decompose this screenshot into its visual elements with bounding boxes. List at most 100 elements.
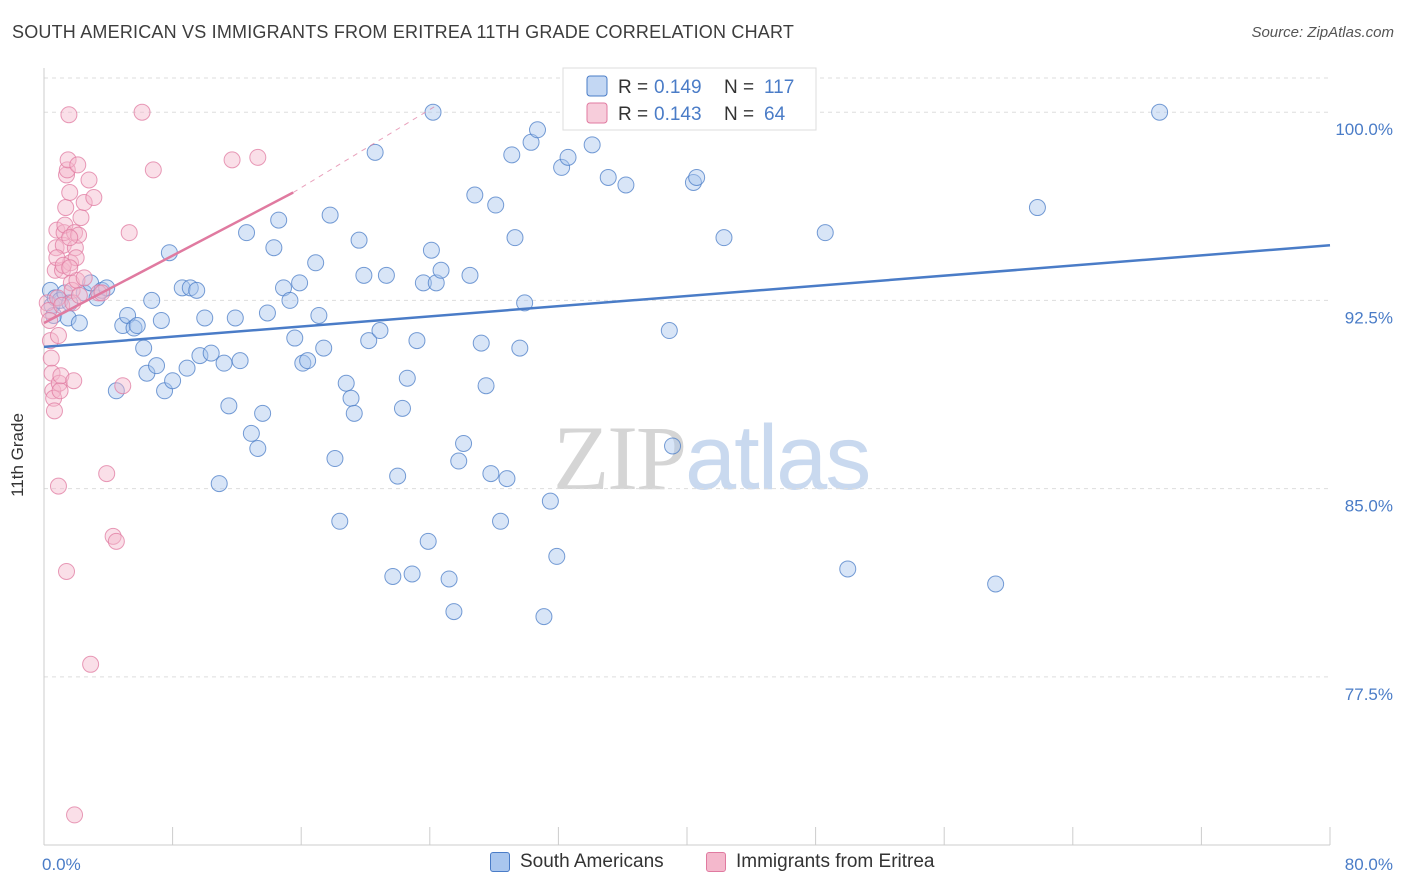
data-point-south-american [70,314,88,332]
data-point-eritrea [120,224,138,242]
legend-r-value-south-americans: 0.149 [654,77,702,98]
trend-line-extension-eritrea [292,104,439,193]
data-point-eritrea [42,349,60,367]
legend-label-south-americans: South Americans [520,851,664,872]
legend-item-eritrea[interactable]: Immigrants from Eritrea [706,851,934,873]
stats-legend: R = 0.149 N = 117 R = 0.143 N = 64 [562,67,817,131]
data-point-south-american [377,266,395,284]
data-point-south-american [482,465,500,483]
data-point-south-american [498,470,516,488]
legend-n-value-south-americans: 117 [764,77,794,98]
data-point-south-american [688,168,706,186]
data-point-south-american [684,173,702,191]
legend-r-label-2: R = [618,104,648,125]
data-point-south-american [331,512,349,530]
data-point-eritrea [82,655,100,673]
data-point-south-american [389,467,407,485]
data-point-south-american [487,196,505,214]
data-point-south-american [366,143,384,161]
data-point-south-american [503,146,521,164]
data-point-south-american [715,229,733,247]
data-point-south-american [321,206,339,224]
data-point-south-american [125,319,143,337]
data-point-eritrea [49,327,67,345]
data-point-eritrea [58,166,76,184]
data-point-south-american [135,339,153,357]
data-point-south-american [583,136,601,154]
trend-layer [43,104,1331,349]
data-point-south-american [466,186,484,204]
data-point-south-american [427,274,445,292]
legend-swatch-south-americans [586,75,608,97]
trend-line-south-americans [43,243,1331,349]
data-point-eritrea [49,477,67,495]
data-point-eritrea [75,194,93,212]
data-point-eritrea [223,151,241,169]
data-point-south-american [1028,199,1046,217]
data-point-eritrea [57,199,75,217]
data-point-south-american [350,231,368,249]
data-point-south-american [440,570,458,588]
data-point-south-american [408,332,426,350]
legend-n-value-eritrea: 64 [764,104,786,125]
data-point-south-american [529,121,547,139]
data-point-south-american [664,437,682,455]
data-point-south-american [291,274,309,292]
data-point-south-american [599,168,617,186]
legend-n-label-1: N = [724,77,754,98]
data-point-south-american [403,565,421,583]
data-point-eritrea [61,229,79,247]
data-point-south-american [310,306,328,324]
data-point-south-american [548,547,566,565]
legend-swatch-blue [490,852,510,872]
data-point-eritrea [45,402,63,420]
data-point-south-american [342,389,360,407]
legend-label-eritrea: Immigrants from Eritrea [736,851,935,872]
data-point-south-american [114,317,132,335]
grid-layer [44,77,1330,678]
data-point-south-american [987,575,1005,593]
data-point-south-american [191,347,209,365]
data-point-south-american [450,452,468,470]
data-point-south-american [371,322,389,340]
data-point-eritrea [114,377,132,395]
data-point-south-american [535,608,553,626]
chart-title: SOUTH AMERICAN VS IMMIGRANTS FROM ERITRE… [12,22,795,42]
data-point-eritrea [59,151,77,169]
data-point-south-american [472,334,490,352]
data-point-south-american [345,404,363,422]
data-point-south-american [178,359,196,377]
data-point-south-american [617,176,635,194]
data-point-eritrea [61,259,79,277]
zipatlas-watermark: ZIPatlas [553,405,871,511]
data-point-eritrea [104,527,122,545]
data-point-south-american [164,372,182,390]
data-point-south-american [299,352,317,370]
data-point-south-american [424,103,442,121]
data-point-south-american [152,311,170,329]
data-point-south-american [286,329,304,347]
data-point-eritrea [144,161,162,179]
data-point-south-american [188,281,206,299]
data-point-south-american [477,377,495,395]
data-point-south-american [393,399,411,417]
source-credit: Source: ZipAtlas.com [1251,24,1394,41]
data-point-eritrea [51,382,69,400]
data-point-south-american [143,291,161,309]
legend-swatch-eritrea [586,102,608,124]
data-point-south-american [307,254,325,272]
data-point-south-american [326,450,344,468]
data-point-eritrea [69,156,87,174]
data-point-south-american [270,211,288,229]
data-point-south-american [553,158,571,176]
y-tick-label: 92.5% [1345,308,1393,327]
x-tick-label-min: 0.0% [42,855,81,874]
data-point-eritrea [41,332,59,350]
data-point-south-american [816,224,834,242]
legend-r-label-1: R = [618,77,648,98]
y-tick-label: 85.0% [1345,497,1393,516]
data-point-eritrea [85,189,103,207]
data-point-south-american [281,291,299,309]
data-point-eritrea [66,806,84,824]
legend-item-south-americans[interactable]: South Americans [490,851,664,873]
